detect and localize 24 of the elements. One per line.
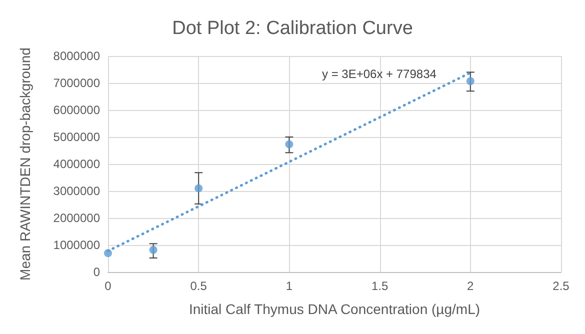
point <box>104 249 112 258</box>
y-tick-label: 8000000 <box>53 49 100 63</box>
annotation: y = 3E+06x + 779834 <box>322 67 437 81</box>
x-tick-label: 2 <box>467 279 474 293</box>
y-tick-label: 5000000 <box>53 130 100 144</box>
y-axis-title: Mean RAWINTDEN drop-background <box>17 48 33 280</box>
y-tick-label: 0 <box>93 265 100 279</box>
x-axis-title: Initial Calf Thymus DNA Concentration (µg/mL) <box>188 301 480 317</box>
x-tick-label: 0 <box>104 279 112 293</box>
y-tick-label: 2000000 <box>53 211 100 225</box>
y-tick-label: 6000000 <box>53 103 100 117</box>
point <box>285 140 294 148</box>
y-tick-label: 4000000 <box>53 157 100 171</box>
y-tick-label: 1000000 <box>53 238 100 252</box>
point <box>466 77 474 86</box>
y-tick-label: 3000000 <box>53 184 100 198</box>
x-tick-label: 1.5 <box>371 279 388 293</box>
point <box>149 246 158 254</box>
x-tick-label: 0.5 <box>190 279 208 293</box>
x-tick-label: 2.5 <box>552 279 570 293</box>
point <box>194 184 203 192</box>
chart-title: Dot Plot 2: Calibration Curve <box>172 18 413 39</box>
y-tick-label: 7000000 <box>53 76 100 90</box>
x-tick-label: 1 <box>286 279 293 293</box>
